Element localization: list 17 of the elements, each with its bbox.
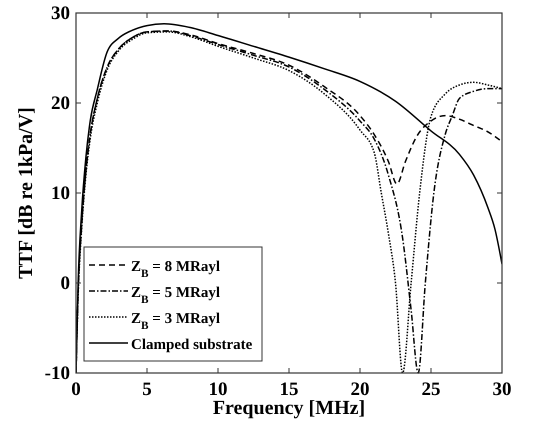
legend-label: Z$_{B}$ = 3 MRayl: [131, 311, 220, 332]
x-tick-label: 25: [422, 379, 440, 400]
y-tick-label: -10: [44, 363, 70, 384]
y-tick-label: 0: [60, 273, 70, 294]
x-tick-label: 20: [350, 379, 370, 400]
y-axis-title: TTF [dB re 1kPa/V]: [15, 107, 37, 279]
x-tick-label: 10: [208, 379, 228, 400]
y-tick-label: 10: [51, 183, 70, 204]
x-tick-label: 5: [142, 379, 152, 400]
legend-label: Z$_{B}$ = 5 MRayl: [131, 285, 220, 306]
x-tick-label: 30: [492, 379, 512, 400]
y-tick-label: 20: [51, 93, 70, 114]
x-axis-title: Frequency [MHz]: [212, 397, 366, 419]
x-tick-label: 15: [280, 379, 298, 400]
legend-label: Clamped substrate: [131, 337, 253, 353]
legend-label: Z$_{B}$ = 8 MRayl: [131, 259, 220, 280]
y-tick-label: 30: [51, 3, 70, 24]
